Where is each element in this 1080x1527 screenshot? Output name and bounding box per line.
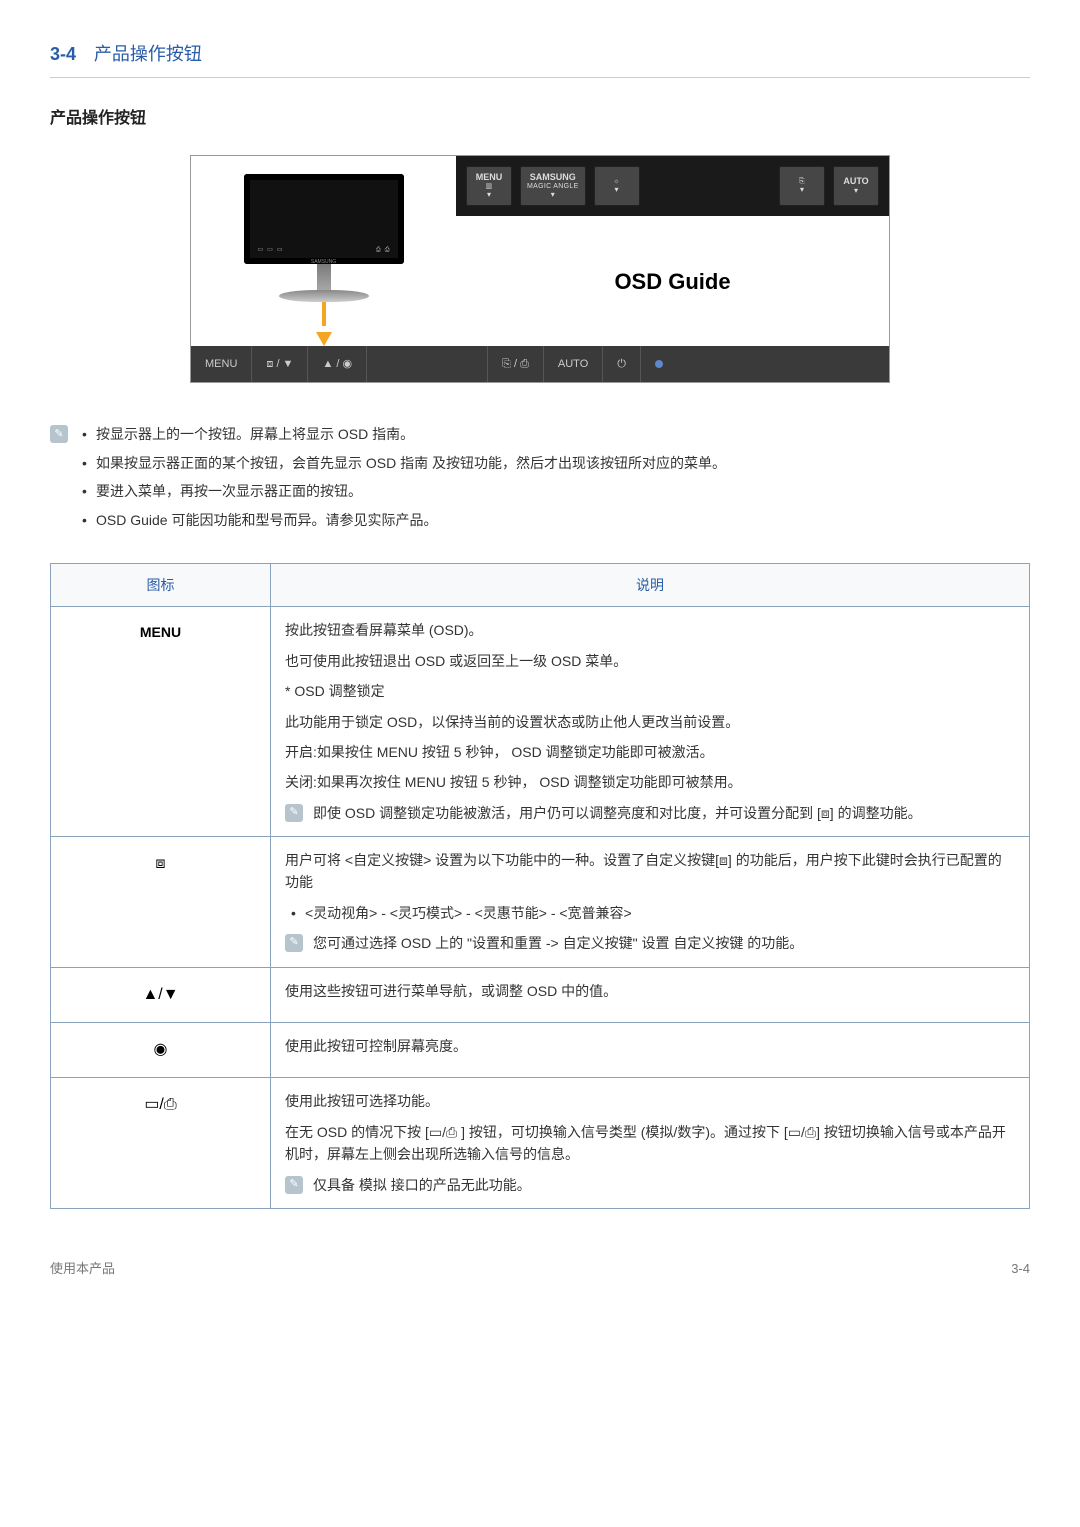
strip-button: AUTO	[544, 346, 603, 382]
desc-cell: 使用这些按钮可进行菜单导航，或调整 OSD 中的值。	[271, 967, 1030, 1022]
note-item: OSD Guide 可能因功能和型号而异。请参见实际产品。	[78, 509, 726, 531]
strip-button: ⏻	[603, 346, 641, 382]
desc-cell: 用户可将 <自定义按键> 设置为以下功能中的一种。设置了自定义按键[⧈] 的功能…	[271, 837, 1030, 968]
desc-cell: 使用此按钮可选择功能。在无 OSD 的情况下按 [▭/⎙ ] 按钮，可切换输入信…	[271, 1078, 1030, 1209]
osd-diagram: ▭▭▭ ⎙⎙ SAMSUNG MENU▥▾SAMSUNGMAGIC ANGLE▾…	[190, 155, 890, 383]
notes-block: ✎ 按显示器上的一个按钮。屏幕上将显示 OSD 指南。如果按显示器正面的某个按钮…	[50, 423, 1030, 537]
section-title: 产品操作按钮	[94, 44, 202, 64]
info-icon: ✎	[285, 804, 303, 822]
table-row: MENU按此按钮查看屏幕菜单 (OSD)。也可使用此按钮退出 OSD 或返回至上…	[51, 607, 1030, 837]
icon-cell: ⧈	[51, 837, 271, 968]
button-description-table: 图标 说明 MENU按此按钮查看屏幕菜单 (OSD)。也可使用此按钮退出 OSD…	[50, 563, 1030, 1209]
footer-right: 3-4	[1011, 1259, 1030, 1280]
desc-note: 即使 OSD 调整锁定功能被激活，用户仍可以调整亮度和对比度，并可设置分配到 […	[313, 802, 1015, 824]
table-row: ▲/▼ 使用这些按钮可进行菜单导航，或调整 OSD 中的值。	[51, 967, 1030, 1022]
strip-button	[641, 346, 677, 382]
osd-button: ☼▾	[594, 166, 640, 206]
monitor-illustration: ▭▭▭ ⎙⎙ SAMSUNG	[191, 156, 456, 346]
note-item: 如果按显示器正面的某个按钮，会首先显示 OSD 指南 及按钮功能，然后才出现该按…	[78, 452, 726, 474]
desc-note: 您可通过选择 OSD 上的 "设置和重置 -> 自定义按键" 设置 自定义按键 …	[313, 932, 1015, 954]
desc-line: 使用这些按钮可进行菜单导航，或调整 OSD 中的值。	[285, 980, 1015, 1002]
desc-line: 也可使用此按钮退出 OSD 或返回至上一级 OSD 菜单。	[285, 650, 1015, 672]
osd-button: ⎘▾	[779, 166, 825, 206]
desc-line: 按此按钮查看屏幕菜单 (OSD)。	[285, 619, 1015, 641]
section-number: 3-4	[50, 44, 76, 64]
info-icon: ✎	[50, 425, 68, 443]
page-footer: 使用本产品 3-4	[50, 1259, 1030, 1280]
footer-left: 使用本产品	[50, 1259, 115, 1280]
strip-button: MENU	[191, 346, 252, 382]
desc-cell: 按此按钮查看屏幕菜单 (OSD)。也可使用此按钮退出 OSD 或返回至上一级 O…	[271, 607, 1030, 837]
sub-title: 产品操作按钮	[50, 106, 1030, 132]
col-header-desc: 说明	[271, 563, 1030, 606]
strip-button: ▲ / ◉	[308, 346, 367, 382]
osd-guide-label: OSD Guide	[614, 264, 730, 299]
table-row: ⧈ 用户可将 <自定义按键> 设置为以下功能中的一种。设置了自定义按键[⧈] 的功…	[51, 837, 1030, 968]
info-icon: ✎	[285, 934, 303, 952]
desc-line: 此功能用于锁定 OSD，以保持当前的设置状态或防止他人更改当前设置。	[285, 711, 1015, 733]
arrow-down-icon	[316, 332, 332, 346]
desc-cell: 使用此按钮可控制屏幕亮度。	[271, 1023, 1030, 1078]
desc-note: 仅具备 模拟 接口的产品无此功能。	[313, 1174, 1015, 1196]
osd-button-bar: MENU▥▾SAMSUNGMAGIC ANGLE▾☼▾ ⎘▾AUTO▾	[456, 156, 889, 216]
osd-button: SAMSUNGMAGIC ANGLE▾	[520, 166, 586, 206]
desc-line: 开启:如果按住 MENU 按钮 5 秒钟， OSD 调整锁定功能即可被激活。	[285, 741, 1015, 763]
info-icon: ✎	[285, 1176, 303, 1194]
col-header-icon: 图标	[51, 563, 271, 606]
note-item: 按显示器上的一个按钮。屏幕上将显示 OSD 指南。	[78, 423, 726, 445]
note-item: 要进入菜单，再按一次显示器正面的按钮。	[78, 480, 726, 502]
section-header: 3-4 产品操作按钮	[50, 40, 1030, 78]
desc-bullet: <灵动视角> - <灵巧模式> - <灵惠节能> - <宽普兼容>	[289, 902, 1015, 924]
desc-line: 用户可将 <自定义按键> 设置为以下功能中的一种。设置了自定义按键[⧈] 的功能…	[285, 849, 1015, 894]
desc-line: * OSD 调整锁定	[285, 680, 1015, 702]
desc-line: 关闭:如果再次按住 MENU 按钮 5 秒钟， OSD 调整锁定功能即可被禁用。	[285, 771, 1015, 793]
strip-button: ⎘ / ⎙	[487, 346, 544, 382]
table-row: ▭/⎙使用此按钮可选择功能。在无 OSD 的情况下按 [▭/⎙ ] 按钮，可切换…	[51, 1078, 1030, 1209]
monitor-brand: SAMSUNG	[244, 258, 404, 266]
desc-line: 在无 OSD 的情况下按 [▭/⎙ ] 按钮，可切换输入信号类型 (模拟/数字)…	[285, 1121, 1015, 1166]
osd-button: MENU▥▾	[466, 166, 512, 206]
notes-list: 按显示器上的一个按钮。屏幕上将显示 OSD 指南。如果按显示器正面的某个按钮，会…	[78, 423, 726, 537]
strip-button: ⧈ / ▼	[252, 346, 308, 382]
osd-button: AUTO▾	[833, 166, 879, 206]
desc-line: 使用此按钮可控制屏幕亮度。	[285, 1035, 1015, 1057]
icon-cell: ▭/⎙	[51, 1078, 271, 1209]
table-row: ◉ 使用此按钮可控制屏幕亮度。	[51, 1023, 1030, 1078]
bottom-button-strip: MENU⧈ / ▼▲ / ◉ ⎘ / ⎙AUTO⏻	[191, 346, 889, 382]
icon-cell: MENU	[51, 607, 271, 837]
icon-cell: ◉	[51, 1023, 271, 1078]
desc-line: 使用此按钮可选择功能。	[285, 1090, 1015, 1112]
icon-cell: ▲/▼	[51, 967, 271, 1022]
